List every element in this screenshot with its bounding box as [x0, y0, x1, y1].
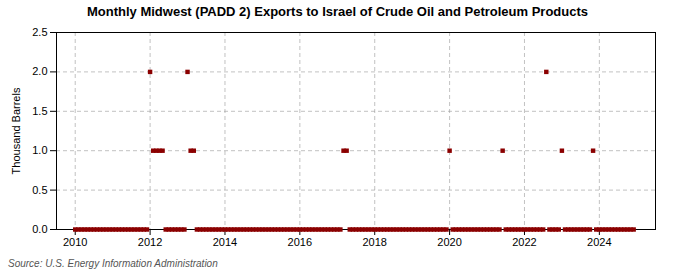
svg-text:2012: 2012 — [138, 236, 162, 248]
svg-text:1.5: 1.5 — [32, 105, 47, 117]
svg-text:1.0: 1.0 — [32, 144, 47, 156]
html-text:Source: U.S. Energy Informatio: Source: U.S. Energy Information Administ… — [8, 258, 218, 269]
svg-text:2024: 2024 — [587, 236, 611, 248]
svg-text:2010: 2010 — [63, 236, 87, 248]
svg-text:2018: 2018 — [362, 236, 386, 248]
svg-text:Thousand Barrels: Thousand Barrels — [10, 87, 22, 174]
svg-text:0.0: 0.0 — [32, 223, 47, 235]
svg-text:2020: 2020 — [437, 236, 461, 248]
svg-text:2016: 2016 — [288, 236, 312, 248]
svg-text:2.5: 2.5 — [32, 26, 47, 38]
svg-text:0.5: 0.5 — [32, 184, 47, 196]
svg-text:2022: 2022 — [512, 236, 536, 248]
html-text:Monthly Midwest (PADD 2) Expor: Monthly Midwest (PADD 2) Exports to Isra… — [87, 4, 588, 19]
svg-text:2014: 2014 — [213, 236, 237, 248]
svg-text:2.0: 2.0 — [32, 65, 47, 77]
